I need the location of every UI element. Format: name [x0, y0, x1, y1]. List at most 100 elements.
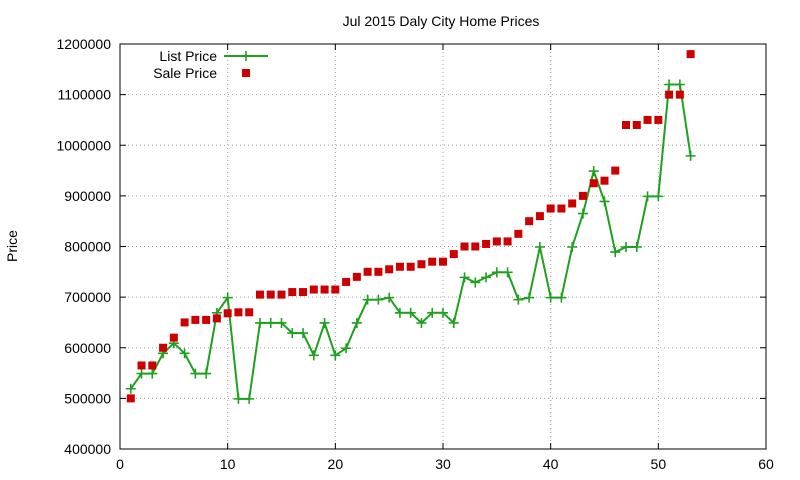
series-line — [129, 83, 692, 400]
data-point — [341, 343, 352, 354]
data-point — [632, 121, 641, 129]
data-point — [449, 250, 458, 259]
x-tick-label: 60 — [758, 456, 774, 472]
chart-title: Jul 2015 Daly City Home Prices — [343, 13, 540, 29]
y-tick-label: 700000 — [64, 289, 111, 305]
data-point — [535, 212, 544, 221]
data-point — [309, 285, 318, 294]
data-point — [212, 314, 221, 323]
data-point — [245, 308, 254, 317]
data-point — [525, 217, 534, 226]
data-point — [481, 272, 492, 283]
data-point — [298, 328, 309, 339]
data-point — [126, 394, 135, 403]
series-list-price — [125, 79, 696, 404]
x-tick-label: 50 — [651, 456, 667, 472]
data-point — [190, 368, 201, 379]
axes: 400000 500000 600000 700000 800000 900000 1000… — [56, 36, 774, 472]
data-point — [147, 368, 158, 379]
data-point — [556, 292, 567, 303]
data-point — [578, 191, 587, 200]
data-point — [448, 317, 459, 328]
data-point — [568, 199, 577, 208]
data-point — [287, 328, 298, 339]
y-axis-label: Price — [4, 230, 20, 262]
data-point — [503, 237, 512, 246]
data-point — [148, 361, 157, 370]
y-tick-label: 400000 — [64, 441, 111, 457]
data-point — [588, 166, 599, 177]
series-sale-price — [126, 50, 695, 403]
data-point — [201, 368, 212, 379]
y-tick-label: 800000 — [64, 239, 111, 255]
data-point — [299, 288, 308, 297]
data-point — [428, 257, 437, 266]
y-tick-label: 1200000 — [56, 36, 111, 52]
data-point — [373, 294, 384, 305]
data-point — [159, 343, 168, 352]
data-point — [642, 191, 653, 202]
legend-label: List Price — [159, 48, 217, 64]
data-point — [137, 361, 146, 370]
data-point — [470, 277, 481, 288]
data-point — [384, 292, 395, 303]
data-point — [331, 285, 340, 294]
data-point — [362, 294, 373, 305]
x-tick-label: 20 — [328, 456, 344, 472]
data-point — [352, 272, 361, 281]
data-point — [351, 317, 362, 328]
y-tick-label: 1100000 — [58, 87, 112, 103]
data-point — [589, 179, 598, 188]
x-tick-label: 10 — [220, 456, 236, 472]
data-point — [405, 307, 416, 318]
data-point — [374, 267, 383, 276]
data-point — [545, 292, 556, 303]
data-point — [330, 350, 341, 361]
data-point — [180, 318, 189, 327]
data-point — [234, 308, 243, 317]
data-point — [439, 257, 447, 266]
data-point — [416, 317, 427, 328]
grid-lines — [120, 44, 766, 449]
data-point — [319, 317, 330, 328]
data-point — [395, 262, 404, 271]
y-tick-label: 1000000 — [56, 137, 111, 153]
data-point — [276, 317, 287, 328]
data-point — [233, 393, 244, 404]
data-point — [491, 267, 502, 278]
legend-marker — [241, 51, 251, 61]
x-tick-label: 0 — [116, 456, 124, 472]
data-point — [320, 285, 329, 294]
data-point — [513, 294, 524, 305]
data-point — [653, 191, 664, 202]
data-point — [438, 307, 448, 318]
data-point — [664, 79, 675, 90]
data-point — [385, 265, 394, 274]
legend-marker — [242, 69, 250, 77]
data-point — [202, 315, 211, 324]
data-point — [223, 309, 232, 318]
data-series — [125, 50, 696, 404]
data-point — [482, 239, 491, 248]
data-point — [654, 115, 663, 124]
y-tick-label: 900000 — [64, 188, 111, 204]
data-point — [308, 350, 319, 361]
data-point — [265, 317, 276, 328]
data-point — [342, 277, 351, 286]
data-point — [459, 272, 470, 283]
data-point — [394, 307, 405, 318]
data-point — [577, 208, 588, 219]
data-point — [460, 242, 469, 251]
data-point — [191, 315, 200, 324]
data-point — [686, 50, 695, 59]
data-point — [254, 317, 265, 328]
data-point — [502, 267, 513, 278]
y-tick-label: 600000 — [64, 340, 111, 356]
data-point — [514, 229, 523, 238]
data-point — [546, 204, 555, 213]
data-point — [492, 237, 501, 246]
data-point — [244, 393, 255, 404]
data-point — [471, 242, 480, 251]
